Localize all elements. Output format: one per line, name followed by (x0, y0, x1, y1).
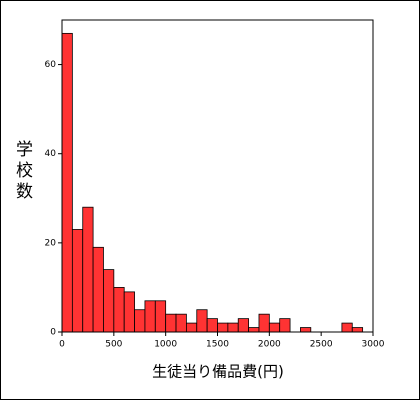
bar (113, 287, 125, 333)
x-tick-label: 3000 (362, 340, 385, 350)
bar (258, 313, 270, 333)
bar (123, 291, 135, 333)
bar (82, 206, 94, 333)
x-tick-label: 2500 (310, 340, 333, 350)
bar (196, 309, 208, 333)
bar (300, 327, 312, 333)
y-tick-label: 0 (50, 328, 56, 338)
x-tick-label: 500 (105, 340, 122, 350)
bar (154, 300, 167, 333)
bar (248, 327, 260, 333)
bar (175, 313, 187, 333)
y-tick-label: 20 (45, 238, 57, 248)
bar (206, 318, 218, 333)
bar (268, 322, 281, 333)
bar (351, 327, 364, 333)
y-tick-label: 60 (45, 60, 57, 70)
y-axis-label: 学校数 (12, 140, 32, 203)
bar (165, 313, 177, 333)
bar (92, 246, 104, 333)
y-tick-label: 40 (45, 149, 57, 159)
x-tick-label: 0 (59, 340, 65, 350)
bar (227, 322, 239, 333)
x-tick-label: 2000 (258, 340, 281, 350)
x-tick-label: 1500 (206, 340, 229, 350)
bar (134, 309, 146, 333)
x-axis-label: 生徒当り備品費(円) (152, 363, 284, 381)
bar (279, 318, 291, 333)
bar (61, 32, 73, 333)
bar (341, 322, 353, 333)
x-tick-label: 1000 (154, 340, 177, 350)
bar (144, 300, 156, 333)
bar (71, 229, 84, 333)
bar (103, 269, 115, 333)
bar (217, 322, 229, 333)
bar (237, 318, 250, 333)
bar (185, 322, 198, 333)
